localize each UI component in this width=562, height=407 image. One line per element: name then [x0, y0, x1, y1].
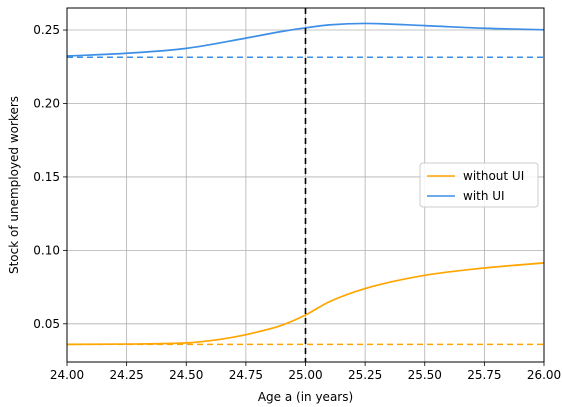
- y-axis-title: Stock of unemployed workers: [7, 96, 21, 274]
- x-tick-label: 24.00: [50, 368, 84, 382]
- series-1-line: [66, 22, 545, 57]
- legend-label-without-ui: without UI: [463, 169, 524, 183]
- series-0-line: [66, 262, 545, 346]
- axis-ticks: 24.00 24.25 24.50 24.75 25.00 25.25 25.50 25.75…: [33, 23, 561, 382]
- x-tick-label: 26.00: [527, 368, 561, 382]
- legend-label-with-ui: with UI: [463, 189, 505, 203]
- x-tick-label: 24.75: [229, 368, 263, 382]
- legend: without UI with UI: [419, 162, 539, 208]
- x-tick-label: 24.25: [109, 368, 143, 382]
- plot-series: [66, 8, 545, 362]
- y-tick-label: 0.10: [33, 243, 60, 257]
- y-tick-label: 0.05: [33, 317, 60, 331]
- x-axis-title: Age a (in years): [258, 390, 353, 404]
- y-tick-label: 0.15: [33, 170, 60, 184]
- x-tick-label: 25.25: [348, 368, 382, 382]
- x-tick-label: 25.50: [408, 368, 442, 382]
- x-tick-label: 25.75: [467, 368, 501, 382]
- x-tick-label: 24.50: [169, 368, 203, 382]
- x-tick-label: 25.00: [288, 368, 322, 382]
- y-tick-label: 0.25: [33, 23, 60, 37]
- y-tick-label: 0.20: [33, 96, 60, 110]
